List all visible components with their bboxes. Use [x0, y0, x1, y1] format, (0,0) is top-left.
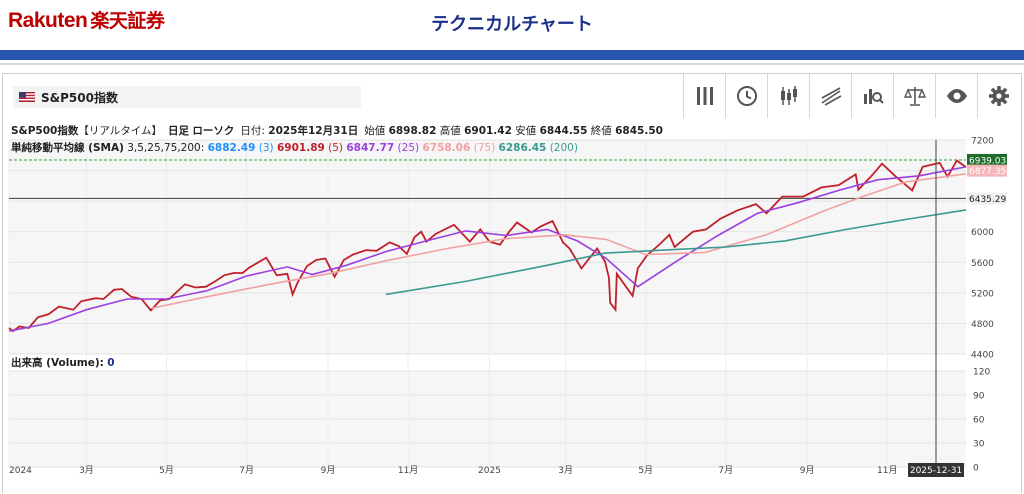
ohlc-open: 6898.82: [388, 125, 437, 137]
clock-icon: [736, 86, 757, 106]
time-tick-label: 7月: [239, 465, 254, 476]
price-tick-label: 6000: [971, 228, 994, 238]
us-flag-icon: [19, 92, 35, 102]
time-tick-label: 9月: [800, 465, 815, 476]
volume-tick-label: 60: [973, 416, 985, 426]
symbol-name: S&P500指数: [41, 91, 118, 105]
ohlc-close: 6845.50: [615, 125, 663, 137]
sma200-period: (200): [549, 142, 578, 154]
time-tick-label: 5月: [638, 465, 653, 476]
columns-icon: [696, 87, 713, 105]
compare-button[interactable]: [893, 74, 935, 118]
price-tick-label: 4800: [971, 320, 994, 330]
series-line-1: [8, 166, 967, 332]
layout-button[interactable]: [683, 74, 725, 118]
sma5-period: (5): [328, 142, 344, 154]
sma5-value: 6901.89: [276, 142, 325, 154]
ohlc-date: 2025年12月31日: [268, 125, 359, 137]
rakuten-logo[interactable]: Rakuten 楽天証券: [8, 6, 165, 33]
eye-icon: [946, 89, 967, 103]
sma75-period: (75): [473, 142, 496, 154]
ohlc-period: 日足: [168, 125, 190, 137]
sma25-period: (25): [397, 142, 420, 154]
chart-toolbar: [683, 74, 1019, 118]
price-tick-label: 7200: [971, 137, 994, 147]
cursor-date-label: 2025-12-31: [910, 466, 962, 476]
time-tick-label: 11月: [877, 465, 897, 476]
view-button[interactable]: [935, 74, 977, 118]
symbol-selector[interactable]: S&P500指数: [13, 86, 361, 108]
series-line-3: [385, 209, 967, 296]
time-tick-label: 9月: [321, 465, 336, 476]
app-header: Rakuten 楽天証券 テクニカルチャート: [0, 0, 1024, 50]
current-price-label: 6939.03: [969, 156, 1006, 166]
gear-icon: [988, 86, 1009, 106]
date-label: 日付:: [240, 125, 265, 137]
sma-params: 3,5,25,75,200:: [127, 142, 205, 154]
chart-type-button[interactable]: [767, 74, 809, 118]
header-divider-thin: [0, 63, 1024, 65]
period-button[interactable]: [725, 74, 767, 118]
current-price-label-box: [967, 153, 1007, 166]
page-title: テクニカルチャート: [431, 14, 593, 35]
volume-tick-label: 0: [973, 464, 979, 474]
open-label: 始値: [364, 125, 386, 137]
ohlc-low: 6844.55: [539, 125, 588, 137]
time-tick-label: 3月: [558, 465, 573, 476]
cursor-date-box: [908, 463, 964, 477]
volume-tick-label: 120: [973, 368, 990, 378]
ohlc-symbol: S&P500指数: [11, 125, 79, 137]
brand-jp: 楽天証券: [90, 10, 165, 32]
time-tick-label: 7月: [718, 465, 733, 476]
ohlc-high: 6901.42: [464, 125, 512, 137]
horizontal-line-label-box: [967, 192, 1007, 205]
indicator-search-icon: [863, 89, 884, 104]
volume-label: 出来高 (Volume):: [11, 357, 104, 369]
price-tick-label: 5200: [971, 289, 994, 299]
horizontal-line-label: 6435.29: [969, 195, 1006, 205]
high-label: 高値: [439, 125, 461, 137]
low-label: 安値: [515, 125, 537, 137]
indicator-button[interactable]: [851, 74, 893, 118]
series-line-2: [151, 173, 967, 309]
price-tick-label: 4400: [971, 351, 994, 361]
volume-tick-label: 30: [973, 440, 985, 450]
volume-readout: 出来高 (Volume): 0: [11, 355, 115, 370]
sma75-axis-label: 6877.35: [969, 167, 1006, 177]
sma-readout: 単純移動平均線 (SMA) 3,5,25,75,200: 6882.49 (3)…: [11, 140, 578, 155]
drawing-tools-button[interactable]: [809, 74, 851, 118]
sma3-period: (3): [258, 142, 274, 154]
volume-value: 0: [107, 357, 115, 369]
sma3-value: 6882.49: [207, 142, 256, 154]
ohlc-type: ローソク: [192, 125, 235, 137]
settings-button[interactable]: [977, 74, 1019, 118]
chart-panel: S&P500指数 7200680064006000560052004800440…: [2, 73, 1022, 493]
sma75-axis-label-box: [967, 164, 1007, 177]
time-tick-label: 5月: [159, 465, 174, 476]
brand-latin: Rakuten: [8, 9, 88, 32]
sma25-value: 6847.77: [346, 142, 395, 154]
time-tick-label: 2024: [9, 466, 32, 476]
volume-tick-label: 90: [973, 392, 985, 402]
price-plot-area: [9, 140, 966, 354]
time-tick-label: 11月: [398, 465, 418, 476]
chart-canvas[interactable]: 7200680064006000560052004800440012090603…: [3, 74, 1021, 494]
sma-label: 単純移動平均線 (SMA): [11, 142, 124, 154]
sma200-value: 6286.45: [498, 142, 547, 154]
trend-lines-icon: [821, 87, 841, 106]
time-tick-label: 2025: [478, 466, 501, 476]
ohlc-mode: 【リアルタイム】: [78, 125, 163, 137]
balance-scale-icon: [903, 87, 926, 106]
candlestick-icon: [780, 86, 797, 105]
ohlc-readout: S&P500指数【リアルタイム】 日足 ローソク 日付: 2025年12月31日 始値…: [11, 123, 663, 138]
price-tick-label: 5600: [971, 259, 994, 269]
sma75-value: 6758.06: [422, 142, 471, 154]
time-tick-label: 3月: [79, 465, 94, 476]
header-divider: [0, 50, 1024, 60]
close-label: 終値: [590, 125, 612, 137]
